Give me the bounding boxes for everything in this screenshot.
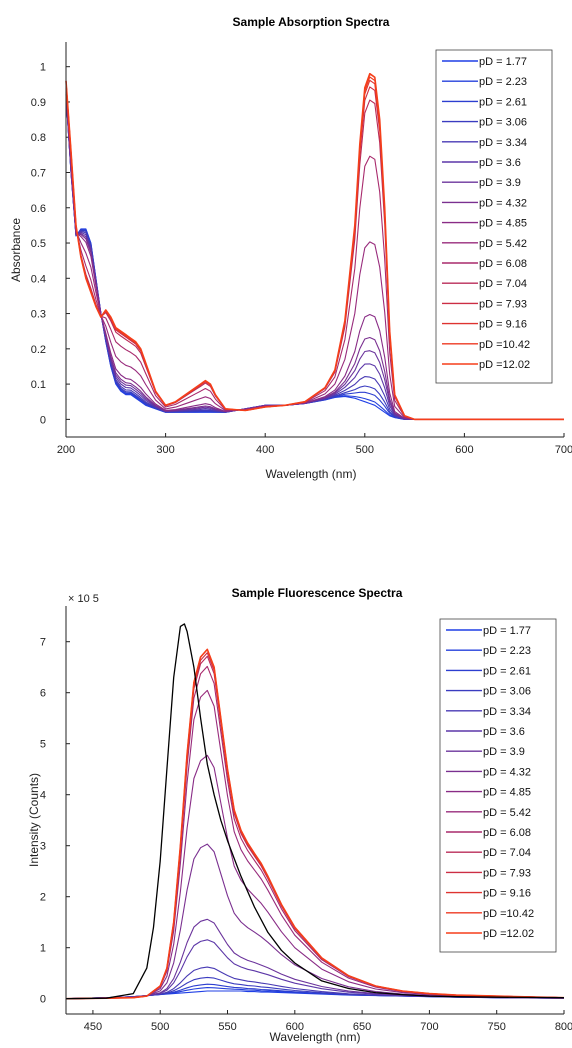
absorption-legend-label: pD = 4.32: [479, 197, 527, 209]
absorption-x-tick-label: 300: [156, 444, 174, 456]
fluorescence-legend-label: pD = 2.23: [483, 645, 531, 657]
fluorescence-legend-label: pD = 6.08: [483, 827, 531, 839]
absorption-legend-label: pD = 9.16: [479, 319, 527, 331]
absorption-y-tick-label: 0.1: [31, 379, 46, 391]
fluorescence-y-tick-label: 0: [40, 994, 46, 1006]
absorption-x-tick-label: 700: [555, 444, 572, 456]
fluorescence-legend-label: pD = 5.42: [483, 807, 531, 819]
fluorescence-ticks: 450 500 550 600 650 700 750 800 0 1 2 3 4 5 6 7: [40, 637, 572, 1033]
fluorescence-exponent-label: × 10 5: [68, 593, 99, 605]
absorption-series-line: [65, 84, 564, 420]
absorption-y-tick-label: 1: [40, 62, 46, 74]
fluorescence-series-line: [65, 648, 565, 1000]
absorption-series-line: [65, 87, 564, 420]
fluorescence-legend-label: pD = 3.6: [483, 726, 525, 738]
fluorescence-y-tick-label: 4: [40, 790, 46, 802]
absorption-legend-label: pD = 3.34: [479, 137, 527, 149]
fluorescence-legend-label: pD = 7.04: [483, 847, 531, 859]
absorption-x-tick-label: 400: [256, 444, 274, 456]
fluorescence-x-tick-label: 600: [286, 1021, 304, 1033]
absorption-x-tick-label: 600: [455, 444, 473, 456]
absorption-y-tick-label: 0.3: [31, 309, 46, 321]
absorption-legend-label: pD =10.42: [479, 339, 530, 351]
fluorescence-series-line: [65, 689, 565, 1000]
absorption-legend-label: pD = 3.06: [479, 117, 527, 129]
absorption-series-line: [65, 72, 564, 421]
fluorescence-series-line: [65, 939, 565, 1000]
fluorescence-y-tick-label: 5: [40, 739, 46, 751]
fluorescence-legend-label: pD = 4.32: [483, 766, 531, 778]
absorption-legend-label: pD = 5.42: [479, 238, 527, 250]
absorption-ticks: 200 300 400 500 600 700 0 0.1 0.2 0.3 0.4 0.5 0.6 0.7…: [31, 62, 572, 456]
fluorescence-legend-label: pD = 3.9: [483, 746, 525, 758]
absorption-legend-label: pD = 7.04: [479, 278, 527, 290]
fluorescence-legend-box: [439, 618, 557, 953]
absorption-y-tick-label: 0.2: [31, 344, 46, 356]
absorption-legend: pD = 1.77 pD = 2.23 pD = 2.61 pD = 3.06 pD =…: [435, 49, 553, 384]
absorption-y-tick-label: 0.9: [31, 97, 46, 109]
fluorescence-legend-label: pD = 2.61: [483, 665, 531, 677]
fluorescence-series-line: [65, 966, 565, 1000]
fluorescence-series-line: [65, 843, 565, 1000]
fluorescence-legend-label: pD = 7.93: [483, 867, 531, 879]
absorption-y-tick-label: 0.6: [31, 203, 46, 215]
absorption-legend-label: pD = 7.93: [479, 298, 527, 310]
fluorescence-series: [65, 623, 565, 1000]
fluorescence-series-line: [65, 754, 565, 1000]
fluorescence-legend-label: pD = 9.16: [483, 888, 531, 900]
fluorescence-reference-line: [65, 623, 565, 1000]
absorption-x-tick-label: 500: [356, 444, 374, 456]
absorption-legend-label: pD = 4.85: [479, 218, 527, 230]
fluorescence-y-tick-label: 2: [40, 892, 46, 904]
fluorescence-legend-label: pD = 3.06: [483, 686, 531, 698]
fluorescence-x-tick-label: 450: [84, 1021, 102, 1033]
fluorescence-x-tick-label: 650: [353, 1021, 371, 1033]
absorption-series-line: [65, 81, 564, 420]
fluorescence-x-tick-label: 550: [218, 1021, 236, 1033]
fluorescence-y-tick-label: 7: [40, 637, 46, 649]
absorption-y-tick-label: 0.8: [31, 132, 46, 144]
absorption-x-tick-label: 200: [57, 444, 75, 456]
absorption-legend-label: pD = 2.23: [479, 76, 527, 88]
fluorescence-x-tick-label: 750: [488, 1021, 506, 1033]
fluorescence-chart: Sample Fluorescence Spectra × 10 5 450 50…: [27, 586, 572, 1044]
fluorescence-x-tick-label: 700: [420, 1021, 438, 1033]
fluorescence-y-tick-label: 6: [40, 688, 46, 700]
absorption-series-line: [65, 91, 564, 420]
absorption-x-axis-label: Wavelength (nm): [266, 467, 357, 481]
absorption-y-tick-label: 0.7: [31, 167, 46, 179]
fluorescence-legend-label: pD =10.42: [483, 908, 534, 920]
absorption-y-tick-label: 0: [40, 414, 46, 426]
absorption-chart: Sample Absorption Spectra 200 300 400 500 60…: [9, 15, 572, 481]
absorption-legend-label: pD = 3.6: [479, 157, 521, 169]
fluorescence-y-axis-label: Intensity (Counts): [27, 773, 41, 867]
fluorescence-x-tick-label: 500: [151, 1021, 169, 1033]
fluorescence-legend-label: pD = 3.34: [483, 706, 531, 718]
fluorescence-legend-label: pD = 4.85: [483, 787, 531, 799]
absorption-chart-title: Sample Absorption Spectra: [233, 15, 390, 29]
fluorescence-chart-title: Sample Fluorescence Spectra: [232, 586, 403, 600]
fluorescence-legend-label: pD = 1.77: [483, 625, 531, 637]
fluorescence-x-tick-label: 800: [555, 1021, 572, 1033]
fluorescence-y-tick-label: 1: [40, 943, 46, 955]
fluorescence-series-line: [65, 918, 565, 1000]
fluorescence-x-axis-label: Wavelength (nm): [270, 1030, 361, 1044]
absorption-y-axis-label: Absorbance: [9, 218, 23, 282]
absorption-legend-box: [435, 49, 553, 384]
absorption-legend-label: pD = 6.08: [479, 258, 527, 270]
absorption-legend-label: pD = 3.9: [479, 177, 521, 189]
absorption-legend-label: pD =12.02: [479, 359, 530, 371]
fluorescence-legend-label: pD =12.02: [483, 928, 534, 940]
absorption-series: [65, 72, 564, 421]
absorption-legend-label: pD = 2.61: [479, 96, 527, 108]
absorption-y-tick-label: 0.4: [31, 273, 46, 285]
fluorescence-y-tick-label: 3: [40, 841, 46, 853]
absorption-y-tick-label: 0.5: [31, 238, 46, 250]
fluorescence-legend: pD = 1.77 pD = 2.23 pD = 2.61 pD = 3.06 pD =…: [439, 618, 557, 953]
absorption-legend-label: pD = 1.77: [479, 56, 527, 68]
